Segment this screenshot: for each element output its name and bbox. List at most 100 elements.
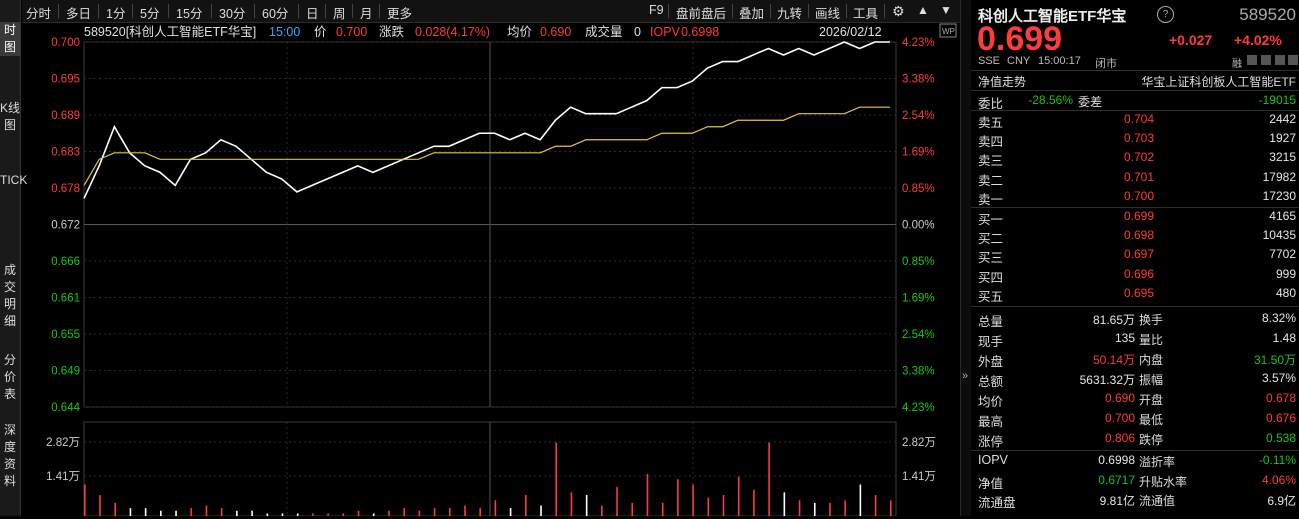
expand-icon[interactable]: » — [962, 370, 969, 382]
ask-row[interactable]: 卖四 0.703 1927 — [971, 131, 1299, 150]
down-icon[interactable]: ▼ — [940, 3, 952, 17]
book-label: 买二 — [978, 232, 1004, 247]
volume-bar — [372, 513, 375, 516]
volume-bar — [388, 510, 390, 516]
tab-tick[interactable]: TICK — [0, 173, 28, 187]
period-month[interactable]: 月 — [360, 7, 373, 21]
book-price: 0.702 — [1123, 150, 1154, 165]
volume-bar — [601, 505, 603, 516]
up-icon[interactable]: ▲ — [917, 3, 929, 17]
stat-value: 5631.32万 — [1079, 373, 1135, 387]
bid-row[interactable]: 买五 0.695 480 — [971, 286, 1299, 305]
left-tab-bar: 时图 K线图 TICK 成交明细 分价表 深度资料 — [0, 0, 28, 516]
bid-row[interactable]: 买一 0.699 4165 — [971, 209, 1299, 228]
volume-bar — [753, 489, 755, 516]
volume-bar — [175, 510, 177, 516]
ask-row[interactable]: 卖三 0.702 3215 — [971, 150, 1299, 169]
gear-icon[interactable]: ⚙ — [892, 3, 905, 19]
vol-tick-left: 1.41万 — [46, 471, 80, 483]
vol-tick-right: 1.41万 — [902, 471, 936, 483]
tab-depth-data[interactable]: 深度资料 — [3, 423, 16, 488]
stat-label: 现手 — [978, 335, 1004, 349]
bid-row[interactable]: 买三 0.697 7702 — [971, 247, 1299, 266]
tools-button[interactable]: 工具 — [853, 7, 879, 21]
pen-icon[interactable] — [1261, 55, 1271, 65]
y-tick-right: 1.69% — [902, 293, 935, 305]
period-day[interactable]: 日 — [306, 7, 319, 21]
y-tick-left: 0.661 — [51, 293, 80, 305]
volume-bar — [357, 510, 360, 516]
period-60min[interactable]: 60分 — [262, 7, 289, 21]
period-multiday[interactable]: 多日 — [66, 7, 92, 21]
volume-bar — [631, 502, 634, 516]
volume-bar — [114, 502, 117, 516]
intraday-chart[interactable]: 589520[科创人工智能ETF华宝] 15:00 价 0.700 涨跌 0.0… — [22, 22, 962, 517]
stat-label: 流通值 — [1139, 494, 1176, 508]
book-price: 0.700 — [1123, 188, 1154, 203]
quote-change: +0.027 — [1169, 32, 1213, 48]
y-tick-left: 0.700 — [51, 37, 80, 49]
volume-bar — [540, 505, 542, 516]
book-price: 0.699 — [1123, 209, 1154, 223]
volume-bar — [585, 495, 588, 516]
volume-bar — [722, 495, 725, 516]
volume-bar — [99, 495, 101, 516]
grid-icon[interactable] — [1275, 55, 1285, 65]
stat-value: 81.65万 — [1092, 313, 1135, 327]
volume-bar — [509, 508, 512, 516]
y-tick-right: 2.54% — [902, 110, 935, 122]
bid-row[interactable]: 买四 0.696 999 — [971, 267, 1299, 286]
period-1min[interactable]: 1分 — [106, 7, 126, 21]
period-30min[interactable]: 30分 — [219, 7, 246, 21]
book-volume: 3215 — [1269, 150, 1296, 165]
stat-label: 升贴水率 — [1139, 474, 1188, 489]
info-icon[interactable]: ? — [1157, 6, 1174, 23]
webi-row: 委比 -28.56% 委差 -19015 — [978, 93, 1296, 111]
stat-value: 8.32% — [1261, 311, 1296, 325]
vol-tick-right: 2.82万 — [902, 437, 936, 449]
quote-change-pct: +4.02% — [1234, 32, 1282, 48]
edit-icon[interactable] — [1247, 55, 1257, 65]
book-volume: 7702 — [1269, 247, 1296, 262]
volume-bar — [661, 502, 664, 516]
volume-bar — [266, 513, 269, 516]
y-tick-right: 3.38% — [902, 366, 935, 378]
info-volume: 0 — [634, 25, 641, 39]
ask-row[interactable]: 卖五 0.704 2442 — [971, 112, 1299, 131]
nav-trend-tab[interactable]: 净值走势 — [978, 75, 1027, 89]
info-avg-label: 均价 — [507, 25, 533, 39]
period-toolbar: 分时 多日 1分 5分 15分 30分 60分 日 周 月 更多 F9 盘前盘后… — [22, 0, 960, 23]
volume-bar — [144, 508, 147, 516]
stat-label: IOPV — [978, 453, 1008, 467]
f9-button[interactable]: F9 — [649, 3, 664, 17]
bid-row[interactable]: 买二 0.698 10435 — [971, 228, 1299, 247]
period-5min[interactable]: 5分 — [140, 7, 160, 21]
ask-row[interactable]: 卖一 0.700 17230 — [971, 189, 1299, 208]
wp-icon — [939, 23, 957, 38]
premarket-button[interactable]: 盘前盘后 — [676, 7, 727, 21]
tab-deal-detail[interactable]: 成交明细 — [3, 263, 16, 328]
y-tick-left: 0.683 — [51, 147, 80, 159]
period-fenshi[interactable]: 分时 — [26, 7, 52, 21]
book-label: 卖五 — [978, 116, 1004, 130]
jiuzhuan-button[interactable]: 九转 — [777, 7, 803, 21]
period-more[interactable]: 更多 — [387, 7, 413, 21]
ask-row[interactable]: 卖二 0.701 17982 — [971, 170, 1299, 189]
draw-line-button[interactable]: 画线 — [815, 7, 841, 21]
quote-status: 闭市 — [1095, 58, 1117, 70]
overlay-button[interactable]: 叠加 — [739, 7, 765, 21]
volume-bar — [646, 474, 649, 516]
menu-icon[interactable] — [1288, 55, 1298, 65]
volume-bar — [829, 502, 831, 516]
book-price: 0.696 — [1123, 266, 1154, 281]
volume-bar — [160, 510, 162, 516]
tab-kline[interactable]: K线图 — [0, 101, 21, 132]
y-tick-left: 0.678 — [51, 183, 80, 195]
tab-price-table[interactable]: 分价表 — [3, 353, 16, 401]
period-15min[interactable]: 15分 — [176, 7, 203, 21]
period-week[interactable]: 周 — [333, 7, 346, 21]
volume-bar — [296, 513, 299, 516]
book-volume: 10435 — [1262, 228, 1296, 243]
tab-time-chart[interactable]: 时图 — [0, 22, 20, 56]
index-name: 华宝上证科创板人工智能ETF — [1141, 75, 1296, 89]
